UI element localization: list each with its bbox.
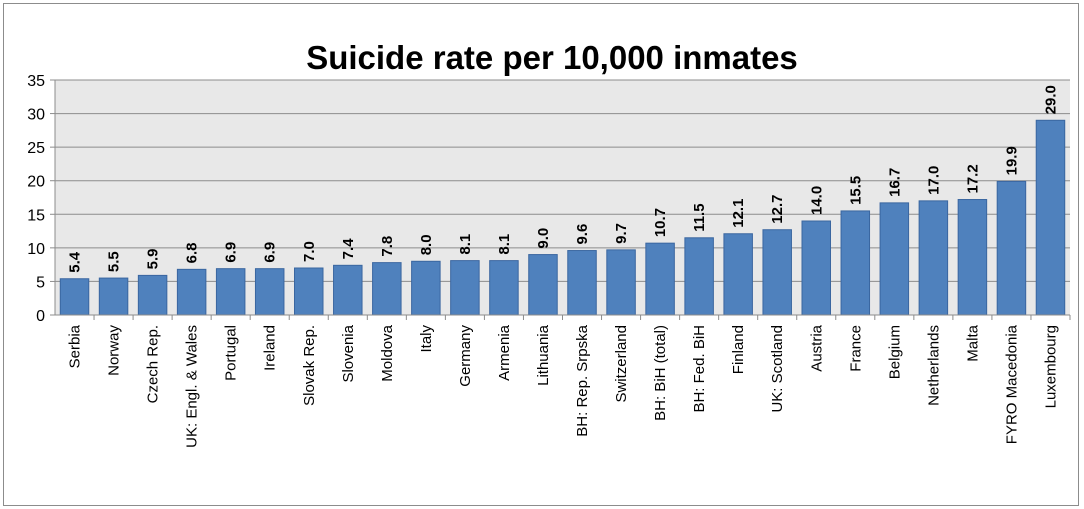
category-label: Slovak Rep. [301, 325, 318, 406]
bars [59, 119, 1066, 316]
data-label: 19.9 [1003, 146, 1020, 175]
bar [176, 268, 207, 316]
data-label: 9.0 [535, 228, 552, 249]
data-label: 5.4 [67, 251, 84, 273]
bar [489, 260, 519, 316]
category-label: Portugal [223, 325, 240, 381]
y-tick-label: 30 [27, 107, 45, 124]
bar [762, 229, 792, 316]
data-label: 6.9 [262, 242, 279, 263]
data-label: 7.8 [379, 236, 396, 257]
bar [528, 254, 558, 316]
bar [137, 274, 168, 316]
category-label: BH: Rep. Srpska [574, 324, 591, 436]
category-label: Finland [730, 325, 747, 374]
data-label: 8.0 [418, 234, 435, 255]
bar [294, 267, 324, 316]
category-label: Ireland [262, 325, 279, 371]
category-label: Italy [418, 325, 435, 353]
data-label: 9.7 [613, 223, 630, 244]
bar [59, 278, 90, 316]
category-label: Malta [964, 324, 981, 361]
data-label: 8.1 [496, 234, 513, 255]
category-label: Lithuania [535, 324, 552, 386]
category-label: UK: Engl. & Wales [184, 325, 201, 448]
bar [606, 249, 636, 316]
category-label: BH: BiH (total) [652, 325, 669, 421]
y-tick-label: 5 [36, 274, 45, 291]
y-tick-label: 15 [27, 207, 45, 224]
y-tick-label: 35 [27, 73, 45, 90]
category-label: Germany [457, 325, 474, 387]
data-label: 9.6 [574, 224, 591, 245]
data-label: 15.5 [847, 176, 864, 205]
bar [879, 202, 910, 316]
y-tick-label: 20 [27, 174, 45, 191]
bar [840, 210, 871, 316]
data-labels: 5.4 5.5 5.9 6.8 6.9 6.9 7.0 7.4 7.8 8.0 8.1 8.1 9.0 9… [67, 85, 1060, 273]
bar [684, 237, 714, 316]
data-label: 10.7 [652, 208, 669, 237]
data-label: 7.0 [301, 241, 318, 262]
y-tick-label: 0 [36, 308, 45, 325]
data-label: 5.5 [106, 251, 123, 272]
category-label: Belgium [886, 325, 903, 379]
category-label: Moldova [379, 324, 396, 381]
data-label: 6.9 [223, 242, 240, 263]
bar [333, 264, 363, 316]
data-label: 8.1 [457, 234, 474, 255]
data-label: 7.4 [340, 238, 357, 260]
data-label: 14.0 [808, 186, 825, 215]
bar [723, 233, 753, 316]
category-label: Luxembourg [1042, 325, 1059, 408]
data-label: 12.7 [769, 195, 786, 224]
category-label: France [847, 325, 864, 372]
category-label: Czech Rep. [145, 325, 162, 403]
bar [918, 200, 949, 316]
data-label: 17.0 [925, 166, 942, 195]
y-tick-label: 25 [27, 140, 45, 157]
category-label: FYRO Macedonia [1003, 324, 1020, 444]
bar [450, 260, 480, 316]
bar [215, 268, 246, 316]
category-label: Slovenia [340, 324, 357, 382]
data-label: 17.2 [964, 164, 981, 193]
chart-title: Suicide rate per 10,000 inmates [306, 39, 798, 76]
y-tick-label: 10 [27, 241, 45, 258]
data-label: 6.8 [184, 242, 201, 263]
data-label: 5.9 [145, 249, 162, 270]
bar [98, 277, 129, 316]
category-label: BH: Fed. BiH [691, 325, 708, 413]
data-label: 16.7 [886, 168, 903, 197]
data-label: 29.0 [1042, 85, 1059, 114]
category-labels: Serbia Norway Czech Rep. UK: Engl. & Wales P… [67, 324, 1060, 447]
bar [801, 220, 831, 316]
bar [1035, 119, 1066, 316]
category-label: Austria [808, 324, 825, 371]
category-label: Switzerland [613, 325, 630, 403]
bar [996, 180, 1027, 316]
category-label: Serbia [67, 324, 84, 368]
bar [254, 268, 285, 316]
bar [411, 260, 441, 316]
bar [567, 250, 597, 316]
data-label: 12.1 [730, 199, 747, 228]
category-label: UK: Scotland [769, 325, 786, 413]
plot-area [55, 80, 1070, 315]
bar [645, 242, 675, 316]
bar [957, 199, 988, 316]
data-label: 11.5 [691, 203, 708, 231]
category-label: Netherlands [925, 325, 942, 406]
category-label: Norway [106, 325, 123, 376]
bar [372, 262, 402, 316]
y-tick-labels: 0 5 10 15 20 25 30 35 [27, 73, 45, 325]
category-label: Armenia [496, 324, 513, 381]
axes [50, 79, 1071, 320]
